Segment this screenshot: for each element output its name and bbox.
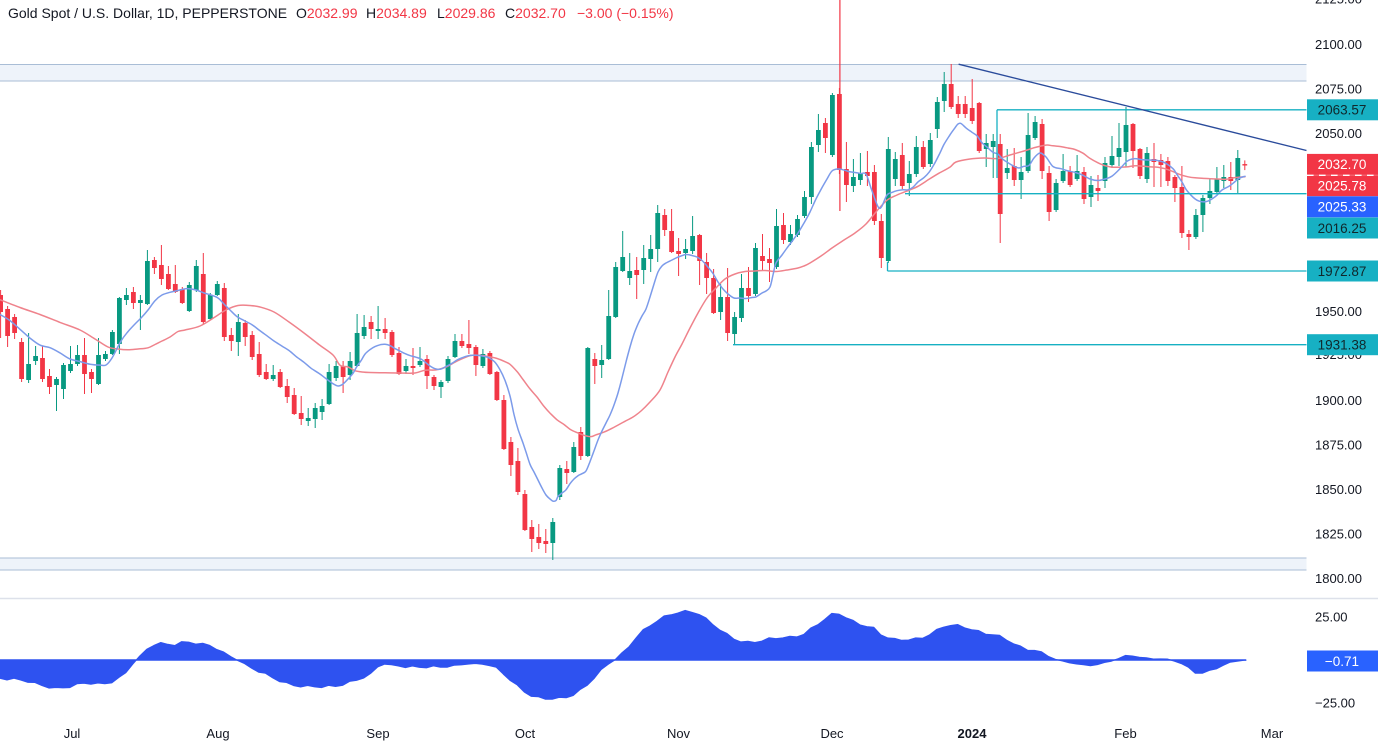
svg-text:Jul: Jul: [64, 726, 81, 741]
svg-text:Mar: Mar: [1261, 726, 1284, 741]
svg-text:2063.57: 2063.57: [1318, 103, 1367, 118]
svg-text:2050.00: 2050.00: [1315, 126, 1362, 141]
svg-text:Aug: Aug: [206, 726, 229, 741]
svg-text:L2029.86: L2029.86: [437, 5, 496, 21]
svg-text:1950.00: 1950.00: [1315, 304, 1362, 319]
svg-text:2125.00: 2125.00: [1315, 0, 1362, 7]
svg-text:2024: 2024: [958, 726, 988, 741]
svg-text:1825.00: 1825.00: [1315, 527, 1362, 542]
svg-text:1931.38: 1931.38: [1318, 338, 1367, 353]
svg-text:1875.00: 1875.00: [1315, 438, 1362, 453]
svg-text:Feb: Feb: [1114, 726, 1136, 741]
svg-text:1800.00: 1800.00: [1315, 571, 1362, 586]
svg-text:Oct: Oct: [515, 726, 536, 741]
svg-text:Dec: Dec: [820, 726, 844, 741]
svg-text:2025.33: 2025.33: [1318, 200, 1367, 215]
svg-text:1972.87: 1972.87: [1318, 264, 1367, 279]
svg-text:Gold Spot / U.S. Dollar, 1D, P: Gold Spot / U.S. Dollar, 1D, PEPPERSTONE: [8, 5, 287, 21]
svg-text:2075.00: 2075.00: [1315, 82, 1362, 97]
svg-text:H2034.89: H2034.89: [366, 5, 427, 21]
svg-text:2032.70: 2032.70: [1318, 157, 1367, 172]
svg-text:O2032.99: O2032.99: [296, 5, 358, 21]
svg-text:−3.00 (−0.15%): −3.00 (−0.15%): [577, 5, 674, 21]
svg-text:1850.00: 1850.00: [1315, 482, 1362, 497]
svg-text:2025.78: 2025.78: [1318, 179, 1367, 194]
svg-text:−25.00: −25.00: [1315, 696, 1355, 711]
svg-text:Sep: Sep: [366, 726, 389, 741]
svg-text:2100.00: 2100.00: [1315, 37, 1362, 52]
svg-text:C2032.70: C2032.70: [505, 5, 566, 21]
svg-text:1900.00: 1900.00: [1315, 393, 1362, 408]
svg-text:Nov: Nov: [667, 726, 691, 741]
svg-text:2016.25: 2016.25: [1318, 221, 1367, 236]
svg-text:−0.71: −0.71: [1325, 654, 1359, 669]
svg-text:25.00: 25.00: [1315, 610, 1348, 625]
